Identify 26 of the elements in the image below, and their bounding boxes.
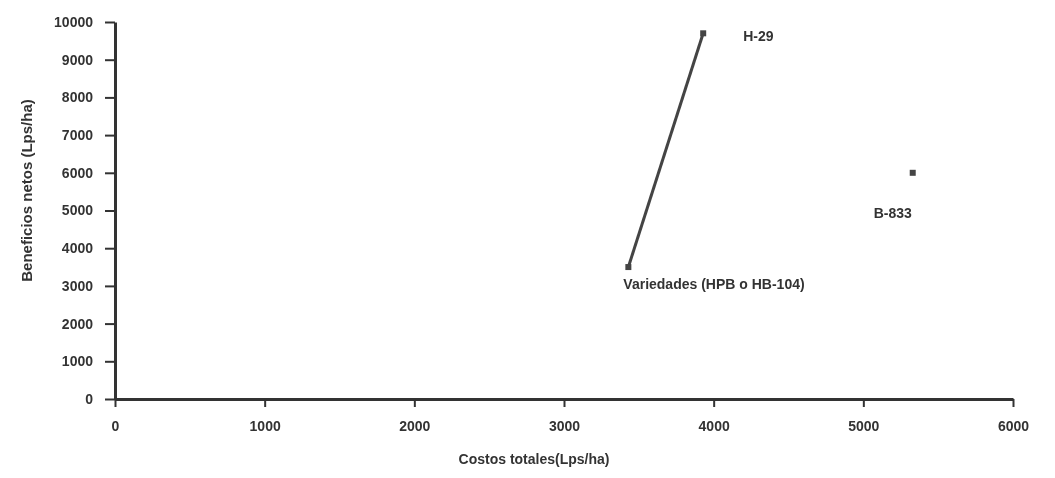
y-tick-label: 10000 [54,13,94,30]
y-axis-title: Beneficios netos (Lps/ha) [18,99,35,282]
y-tick-label: 0 [85,390,94,407]
annotation: B-833 [873,204,912,221]
x-tick-label: 5000 [848,417,880,434]
x-tick-label: 2000 [399,417,431,434]
annotation: H-29 [743,28,774,45]
x-tick-label: 6000 [997,417,1030,434]
y-tick-label: 6000 [61,164,94,181]
x-tick-label: 3000 [548,417,581,434]
x-tick-label: 1000 [249,417,281,434]
point [625,264,632,271]
x-tick-label: 0 [111,417,120,434]
y-tick-label: 3000 [61,277,94,294]
annotation: Variedades (HPB o HB-104) [623,276,805,293]
y-tick-label: 5000 [61,202,94,219]
point [909,169,916,176]
y-tick-label: 1000 [61,353,94,370]
point [700,30,707,37]
x-tick-label: 4000 [698,417,730,434]
y-tick-label: 8000 [61,89,94,106]
y-tick-label: 2000 [61,315,94,332]
x-axis-title: Costos totales(Lps/ha) [458,451,610,467]
y-tick-label: 7000 [61,127,94,144]
y-tick-label: 9000 [61,51,94,68]
y-tick-label: 4000 [61,240,94,257]
